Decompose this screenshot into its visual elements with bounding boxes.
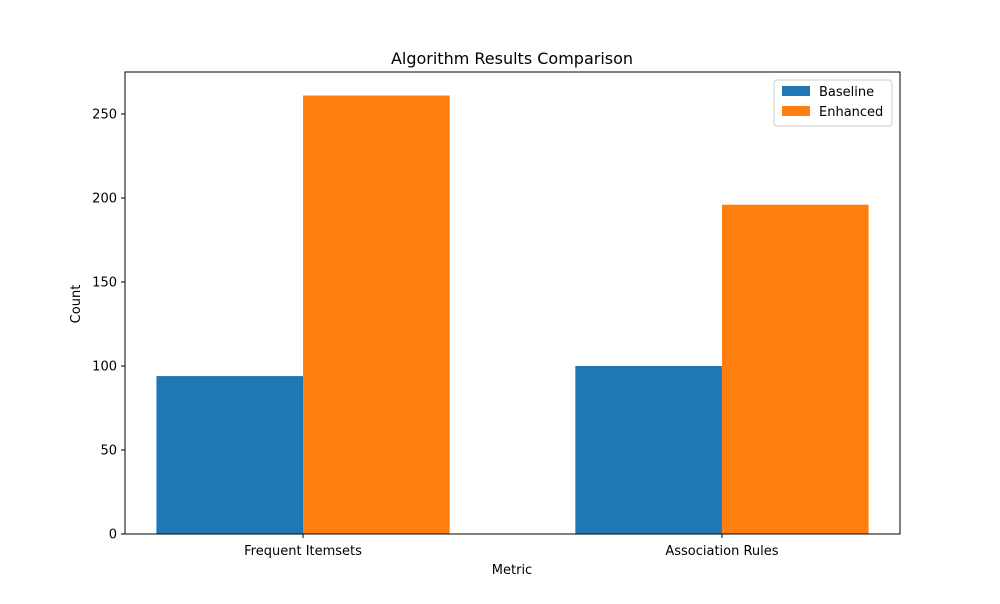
bar-baseline-1 [575,366,722,534]
legend-swatch-enhanced [782,106,810,116]
plot-frame [124,71,901,535]
chart-title: Algorithm Results Comparison [391,49,633,68]
x-tick-label: Association Rules [665,544,778,559]
legend-label-baseline: Baseline [819,85,874,100]
legend-swatch-baseline [782,86,810,96]
y-tick-label: 100 [92,360,117,375]
bar-enhanced-1 [721,204,869,534]
bar-baseline-0 [156,376,304,534]
y-tick-label: 150 [92,276,117,291]
y-axis-label: Count [69,285,84,324]
axes-layer: 0 50 100 150 200 250 Frequent Itemsets Associat… [92,71,901,559]
bar-enhanced-0 [303,95,450,535]
y-tick-label: 250 [92,108,117,123]
legend: Baseline Enhanced [773,79,893,127]
y-tick-label: 200 [92,192,117,207]
bars-layer [156,95,869,535]
legend-label-enhanced: Enhanced [819,105,883,120]
x-axis-label: Metric [492,563,532,578]
y-tick-label: 50 [100,444,117,459]
y-tick-label: 0 [109,528,117,543]
x-tick-label: Frequent Itemsets [244,544,362,559]
